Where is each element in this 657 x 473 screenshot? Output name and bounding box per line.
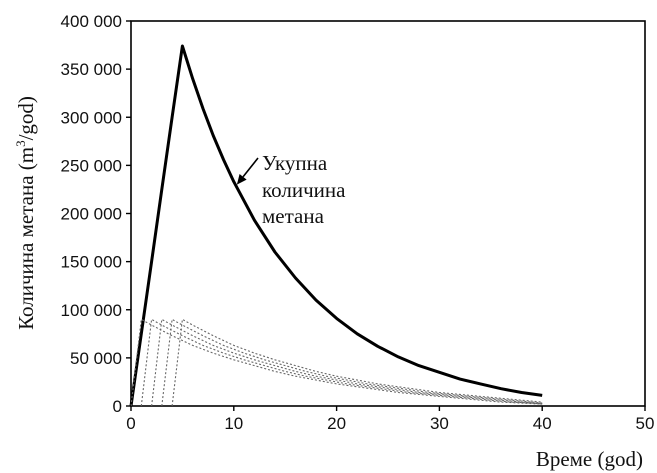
x-tick-label: 20: [327, 414, 346, 433]
y-tick-label: 300 000: [61, 108, 122, 127]
x-axis-ticks: 0 10 20 30 40 50: [126, 406, 654, 433]
x-tick-label: 50: [636, 414, 655, 433]
x-axis-title: Време (god): [536, 447, 643, 471]
y-tick-label: 150 000: [61, 253, 122, 272]
series-total-methane: [129, 44, 543, 407]
annotation-line-2: количина: [262, 178, 346, 202]
y-axis-title-sup: 3: [13, 140, 28, 147]
y-tick-label: 350 000: [61, 60, 122, 79]
annotation-line-3: метана: [262, 204, 325, 228]
x-tick-label: 30: [430, 414, 449, 433]
plot-frame: [130, 20, 646, 407]
total-methane-annotation: Укупна количина метана: [236, 151, 346, 228]
y-tick-label: 0: [113, 397, 122, 416]
y-axis-ticks: 0 50 000 100 000 150 000 200 000 250 000 300 0…: [61, 12, 131, 416]
series-component-1: [130, 318, 543, 407]
x-tick-label: 10: [224, 414, 243, 433]
x-tick-label: 40: [533, 414, 552, 433]
y-tick-label: 250 000: [61, 156, 122, 175]
y-axis-title-main: Количина метана (m: [14, 147, 38, 330]
series-component-2: [140, 318, 543, 407]
series-component-3: [151, 318, 543, 407]
series-layer: [129, 44, 543, 407]
x-tick-label: 0: [126, 414, 135, 433]
y-tick-label: 200 000: [61, 205, 122, 224]
plot-area: [130, 20, 646, 407]
annotation-line-1: Укупна: [262, 151, 328, 175]
y-axis-title-tail: /god): [14, 96, 38, 140]
y-tick-label: 100 000: [61, 301, 122, 320]
annotation-arrow: [242, 157, 259, 178]
y-axis-title: Количина метана (m3/god): [13, 96, 38, 330]
annotation-arrowhead: [236, 173, 247, 185]
series-component-4: [161, 318, 543, 407]
y-tick-label: 400 000: [61, 12, 122, 31]
y-tick-label: 50 000: [70, 349, 122, 368]
series-component-5: [171, 318, 543, 407]
